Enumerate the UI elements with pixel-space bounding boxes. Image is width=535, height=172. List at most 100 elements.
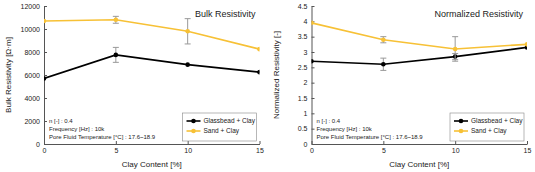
- tick: 8000: [24, 49, 47, 56]
- tick-label: 0.5: [298, 125, 308, 132]
- tick-mark: [44, 6, 47, 7]
- tick-mark: [312, 83, 315, 84]
- tick-label: 2: [304, 79, 308, 86]
- tick-label: 12000: [21, 3, 41, 10]
- tick-mark: [188, 141, 189, 144]
- legend-entry: Glassbead + Clay: [187, 117, 256, 125]
- marker: [257, 47, 259, 52]
- axis-line: [312, 7, 313, 145]
- marks: [44, 16, 260, 80]
- legend-label: Glassbead + Clay: [471, 117, 523, 125]
- error-bar: [113, 47, 119, 62]
- marker: [185, 29, 190, 34]
- tick: 4: [304, 18, 315, 25]
- tick-label: 1.5: [298, 95, 308, 102]
- axis-line: [45, 144, 261, 145]
- tick-mark: [383, 141, 384, 144]
- error-bar: [380, 37, 386, 43]
- error-bar: [380, 58, 386, 70]
- legend-marker: [459, 129, 464, 134]
- error-bar-cap: [185, 43, 191, 44]
- tick-label: 3: [304, 49, 308, 56]
- chart-canvas: 051015020004000600080001000012000Clay Co…: [0, 0, 535, 172]
- tick-label: 0: [43, 147, 47, 154]
- tick-mark: [116, 141, 117, 144]
- error-bar-cap: [113, 47, 119, 48]
- tick-label: 5: [114, 147, 118, 154]
- tick: 15: [256, 141, 264, 154]
- legend: Glassbead + Clay Sand + Clay: [183, 113, 257, 141]
- x-axis: 0 5 10 15: [43, 141, 264, 154]
- y-axis: 0 0.5 1 1.5 2 2.5 3 3.5 4 4.5: [298, 3, 315, 148]
- tick: 10000: [21, 26, 47, 33]
- tick-mark: [312, 113, 315, 114]
- marker: [312, 59, 314, 64]
- chart-title: Bulk Resistivity: [195, 9, 256, 19]
- tick-label: 0: [304, 141, 308, 148]
- error-bar-cap: [113, 16, 119, 17]
- tick-label: 4.5: [298, 3, 308, 10]
- error-bar: [113, 16, 119, 23]
- annotation: n [-] : 0.4: [317, 118, 341, 124]
- tick-label: 10000: [21, 26, 41, 33]
- tick-mark: [44, 52, 47, 53]
- tick-label: 2000: [24, 118, 40, 125]
- marker: [257, 70, 259, 75]
- tick-label: 10: [452, 147, 460, 154]
- error-bar-cap: [380, 36, 386, 37]
- y-axis: 020004000600080001000012000: [21, 3, 47, 148]
- tick: 3.5: [298, 33, 315, 40]
- tick-mark: [312, 6, 315, 7]
- marker: [44, 76, 46, 81]
- marker: [114, 53, 119, 58]
- annotation: Pore Fluid Temperature [°C] : 17.6~18.9: [317, 134, 424, 140]
- legend-entry: Sand + Clay: [454, 127, 507, 135]
- annotation: Frequency [Hz] : 10k: [49, 126, 105, 132]
- error-bar-cap: [113, 62, 119, 63]
- tick: 2.5: [298, 64, 315, 71]
- tick-mark: [455, 141, 456, 144]
- legend-marker: [459, 119, 464, 124]
- tick-label: 1: [304, 110, 308, 117]
- legend-marker: [191, 119, 196, 124]
- panel: 051015020004000600080001000012000Clay Co…: [4, 3, 264, 169]
- tick-label: 15: [524, 147, 532, 154]
- tick-mark: [44, 121, 47, 122]
- tick-mark: [44, 29, 47, 30]
- error-bar-cap: [452, 36, 458, 37]
- tick: 15: [524, 141, 532, 154]
- tick-label: 0: [310, 147, 314, 154]
- legend-label: Sand + Clay: [471, 127, 507, 135]
- tick-mark: [312, 98, 315, 99]
- tick: 1: [304, 110, 315, 117]
- marker: [312, 21, 314, 26]
- tick-label: 0: [36, 141, 40, 148]
- error-bar-cap: [380, 58, 386, 59]
- legend-frame: [450, 113, 524, 141]
- tick-mark: [44, 144, 47, 145]
- tick-mark: [44, 75, 47, 76]
- marker: [185, 62, 190, 67]
- marks: [312, 21, 528, 71]
- tick-mark: [527, 141, 528, 144]
- tick-label: 15: [256, 147, 264, 154]
- tick-label: 4: [304, 18, 308, 25]
- legend-label: Glassbead + Clay: [204, 117, 256, 125]
- legend: Glassbead + Clay Sand + Clay: [450, 113, 524, 141]
- legend-label: Sand + Clay: [204, 127, 240, 135]
- tick-mark: [312, 37, 315, 38]
- tick: 0: [36, 141, 47, 148]
- panel: 05101500.511.522.533.544.5Clay Content […: [272, 3, 532, 169]
- x-axis-title: Clay Content [%]: [122, 160, 182, 169]
- tick: 5: [114, 141, 118, 154]
- series-line: [312, 23, 528, 49]
- annotation: Frequency [Hz] : 10k: [317, 126, 373, 132]
- tick-mark: [44, 98, 47, 99]
- x-axis: 051015: [310, 141, 531, 154]
- tick: 4.5: [298, 3, 315, 10]
- x-axis-title: Clay Content [%]: [389, 160, 449, 169]
- error-bar-cap: [452, 61, 458, 62]
- error-bar-cap: [380, 70, 386, 71]
- tick: 12000: [21, 3, 47, 10]
- tick: 10: [184, 141, 192, 154]
